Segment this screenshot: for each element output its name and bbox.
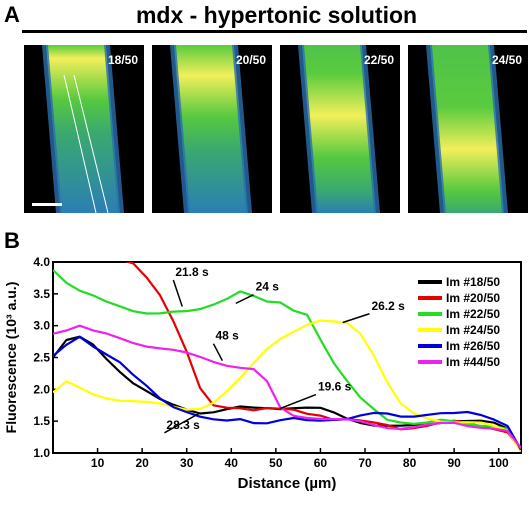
fiber-edge (170, 45, 190, 213)
fiber-edge (298, 45, 318, 213)
annotation-label: 26.2 s (371, 299, 405, 313)
fiber-edge (426, 45, 446, 213)
series-line-im-18-50 (53, 335, 521, 453)
annotation-arrow (342, 313, 370, 324)
fiber-edge (488, 45, 508, 213)
y-tick-label: 2.0 (33, 382, 50, 396)
x-tick-label: 50 (269, 456, 283, 470)
frame-label-4: 24/50 (491, 53, 522, 67)
annotation-arrow (235, 293, 254, 305)
x-tick-label: 70 (358, 456, 372, 470)
x-tick-label: 80 (403, 456, 417, 470)
frame-label-1: 18/50 (107, 53, 138, 67)
y-axis-label: Fluorescence (10³ a.u.) (3, 282, 19, 434)
frame-image-4: 24/50 (408, 45, 528, 213)
legend-entry: Im #24/50 (446, 323, 500, 337)
fiber-image-2 (170, 45, 252, 213)
series-line-im-26-50 (53, 335, 521, 451)
fiber-edge (360, 45, 380, 213)
scale-bar (32, 203, 62, 206)
x-tick-label: 40 (225, 456, 239, 470)
title-rule (22, 30, 527, 33)
frame-image-2: 20/50 (152, 45, 272, 213)
x-axis-label: Distance (µm) (238, 475, 337, 492)
legend-entry: Im #44/50 (446, 355, 500, 369)
frame-label-3: 22/50 (363, 53, 394, 67)
fiber-edge (232, 45, 252, 213)
x-tick-label: 30 (180, 456, 194, 470)
y-tick-label: 4.0 (33, 255, 50, 269)
x-tick-label: 90 (447, 456, 461, 470)
muscle-fiber (46, 45, 120, 213)
y-tick-label: 3.0 (33, 319, 50, 333)
series-line-im-44-50 (53, 324, 521, 449)
profile-line (63, 74, 97, 213)
panel-a-letter: A (4, 2, 20, 27)
muscle-fiber (430, 45, 504, 213)
profile-line (73, 74, 109, 213)
fiber-image-4 (426, 45, 508, 213)
legend-entry: Im #22/50 (446, 307, 500, 321)
y-tick-label: 2.5 (33, 351, 50, 365)
frame-image-1: 18/50 (24, 45, 144, 213)
legend-entry: Im #20/50 (446, 291, 500, 305)
x-tick-label: 10 (91, 456, 105, 470)
annotation-arrow (172, 279, 183, 307)
annotation-label: 24 s (256, 280, 280, 294)
y-tick-label: 1.5 (33, 414, 50, 428)
frame-label-2: 20/50 (235, 53, 266, 67)
x-tick-label: 60 (314, 456, 328, 470)
y-tick-label: 1.0 (33, 446, 50, 460)
legend-entry: Im #18/50 (446, 275, 500, 289)
frame-image-3: 22/50 (280, 45, 400, 213)
muscle-fiber (174, 45, 248, 213)
annotation-label: 21.8 s (175, 265, 209, 279)
muscle-fiber (302, 45, 376, 213)
annotation-label: 28.3 s (166, 418, 200, 432)
fiber-edge (42, 45, 62, 213)
fiber-image-3 (298, 45, 380, 213)
x-tick-label: 100 (489, 456, 509, 470)
fiber-image-1 (32, 45, 124, 213)
annotation-label: 48 s (215, 329, 239, 343)
annotation-label: 19.6 s (318, 380, 352, 394)
series-line-im-22-50 (53, 269, 521, 449)
annotation-arrow (164, 412, 201, 434)
annotation-arrow (212, 343, 224, 362)
annotation-arrow (280, 393, 317, 410)
fiber-edge (104, 45, 124, 213)
y-tick-label: 3.5 (33, 287, 50, 301)
panel-b-letter: B (4, 228, 20, 253)
panel-a-title: mdx - hypertonic solution (135, 2, 418, 28)
x-tick-label: 20 (135, 456, 149, 470)
legend-entry: Im #26/50 (446, 339, 500, 353)
